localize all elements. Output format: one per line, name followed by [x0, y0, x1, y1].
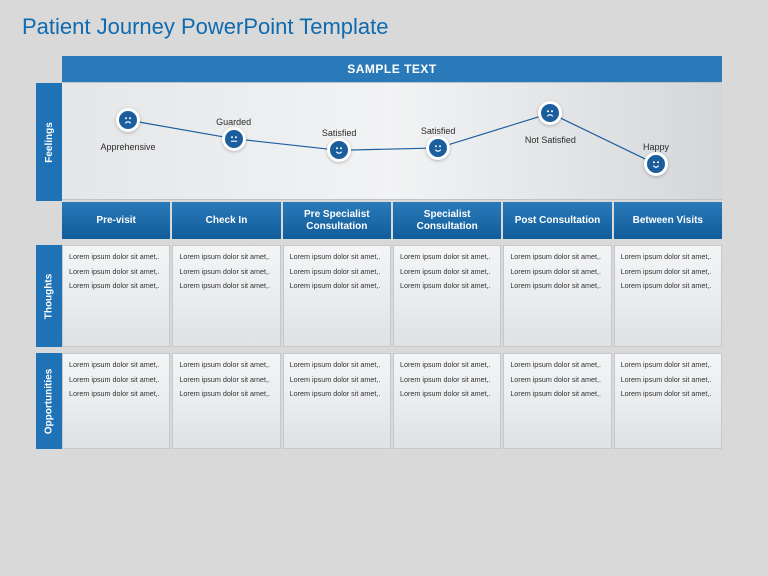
- cell-line: Lorem ipsum dolor sit amet,.: [510, 281, 604, 291]
- stage-header: Post Consultation: [503, 202, 611, 239]
- cell-line: Lorem ipsum dolor sit amet,.: [179, 267, 273, 277]
- content-cell: Lorem ipsum dolor sit amet,. Lorem ipsum …: [614, 245, 722, 347]
- feelings-node: [222, 127, 246, 151]
- cell-line: Lorem ipsum dolor sit amet,.: [290, 267, 384, 277]
- thoughts-cells: Lorem ipsum dolor sit amet,. Lorem ipsum …: [62, 245, 722, 347]
- cell-line: Lorem ipsum dolor sit amet,.: [510, 375, 604, 385]
- cell-line: Lorem ipsum dolor sit amet,.: [510, 267, 604, 277]
- cell-line: Lorem ipsum dolor sit amet,.: [510, 389, 604, 399]
- side-tab-opportunities: Opportunities: [36, 353, 62, 449]
- opportunities-block: Opportunities Lorem ipsum dolor sit amet…: [62, 353, 722, 449]
- cell-line: Lorem ipsum dolor sit amet,.: [621, 267, 715, 277]
- cell-line: Lorem ipsum dolor sit amet,.: [400, 267, 494, 277]
- content-cell: Lorem ipsum dolor sit amet,. Lorem ipsum …: [503, 353, 611, 449]
- content-cell: Lorem ipsum dolor sit amet,. Lorem ipsum …: [283, 245, 391, 347]
- content-cell: Lorem ipsum dolor sit amet,. Lorem ipsum …: [172, 245, 280, 347]
- cell-line: Lorem ipsum dolor sit amet,.: [621, 360, 715, 370]
- feelings-label: Apprehensive: [100, 142, 155, 152]
- cell-line: Lorem ipsum dolor sit amet,.: [510, 360, 604, 370]
- content-cell: Lorem ipsum dolor sit amet,. Lorem ipsum …: [62, 245, 170, 347]
- stage-header: Pre Specialist Consultation: [283, 202, 391, 239]
- cell-line: Lorem ipsum dolor sit amet,.: [179, 252, 273, 262]
- cell-line: Lorem ipsum dolor sit amet,.: [400, 281, 494, 291]
- cell-line: Lorem ipsum dolor sit amet,.: [510, 252, 604, 262]
- cell-line: Lorem ipsum dolor sit amet,.: [69, 281, 163, 291]
- cell-line: Lorem ipsum dolor sit amet,.: [621, 281, 715, 291]
- feelings-label: Satisfied: [322, 128, 357, 138]
- opportunities-cells: Lorem ipsum dolor sit amet,. Lorem ipsum …: [62, 353, 722, 449]
- feelings-label: Happy: [643, 142, 669, 152]
- feelings-node: [538, 101, 562, 125]
- cell-line: Lorem ipsum dolor sit amet,.: [69, 360, 163, 370]
- cell-line: Lorem ipsum dolor sit amet,.: [621, 252, 715, 262]
- side-tab-feelings: Feelings: [36, 83, 62, 201]
- stage-headers: Pre-visitCheck InPre Specialist Consulta…: [62, 202, 722, 239]
- stage-header: Check In: [172, 202, 280, 239]
- cell-line: Lorem ipsum dolor sit amet,.: [69, 252, 163, 262]
- content-cell: Lorem ipsum dolor sit amet,. Lorem ipsum …: [393, 245, 501, 347]
- cell-line: Lorem ipsum dolor sit amet,.: [69, 375, 163, 385]
- stage-header: Specialist Consultation: [393, 202, 501, 239]
- cell-line: Lorem ipsum dolor sit amet,.: [179, 389, 273, 399]
- cell-line: Lorem ipsum dolor sit amet,.: [179, 375, 273, 385]
- cell-line: Lorem ipsum dolor sit amet,.: [400, 360, 494, 370]
- cell-line: Lorem ipsum dolor sit amet,.: [621, 389, 715, 399]
- content-cell: Lorem ipsum dolor sit amet,. Lorem ipsum …: [172, 353, 280, 449]
- cell-line: Lorem ipsum dolor sit amet,.: [179, 281, 273, 291]
- stage-header: Pre-visit: [62, 202, 170, 239]
- feelings-node: [116, 108, 140, 132]
- feelings-node: [644, 152, 668, 176]
- content-cell: Lorem ipsum dolor sit amet,. Lorem ipsum …: [393, 353, 501, 449]
- content-cell: Lorem ipsum dolor sit amet,. Lorem ipsum …: [614, 353, 722, 449]
- feelings-label: Guarded: [216, 117, 251, 127]
- cell-line: Lorem ipsum dolor sit amet,.: [400, 375, 494, 385]
- feelings-line-chart: [62, 83, 722, 199]
- cell-line: Lorem ipsum dolor sit amet,.: [69, 389, 163, 399]
- cell-line: Lorem ipsum dolor sit amet,.: [400, 389, 494, 399]
- cell-line: Lorem ipsum dolor sit amet,.: [621, 375, 715, 385]
- banner: SAMPLE TEXT: [62, 56, 722, 82]
- journey-frame: SAMPLE TEXT Feelings ApprehensiveGuarded…: [62, 56, 722, 449]
- side-tab-thoughts: Thoughts: [36, 245, 62, 347]
- feelings-row: Feelings ApprehensiveGuardedSatisfiedSat…: [62, 82, 722, 200]
- cell-line: Lorem ipsum dolor sit amet,.: [290, 252, 384, 262]
- content-cell: Lorem ipsum dolor sit amet,. Lorem ipsum …: [62, 353, 170, 449]
- side-tab-thoughts-label: Thoughts: [44, 273, 55, 319]
- side-tab-opportunities-label: Opportunities: [44, 368, 55, 434]
- cell-line: Lorem ipsum dolor sit amet,.: [69, 267, 163, 277]
- page-title: Patient Journey PowerPoint Template: [0, 0, 768, 48]
- feelings-node: [327, 138, 351, 162]
- cell-line: Lorem ipsum dolor sit amet,.: [290, 389, 384, 399]
- side-tab-feelings-label: Feelings: [44, 122, 55, 163]
- feelings-node: [426, 136, 450, 160]
- content-cell: Lorem ipsum dolor sit amet,. Lorem ipsum …: [503, 245, 611, 347]
- stage-header: Between Visits: [614, 202, 722, 239]
- cell-line: Lorem ipsum dolor sit amet,.: [290, 281, 384, 291]
- feelings-label: Not Satisfied: [525, 135, 576, 145]
- cell-line: Lorem ipsum dolor sit amet,.: [290, 375, 384, 385]
- feelings-label: Satisfied: [421, 126, 456, 136]
- cell-line: Lorem ipsum dolor sit amet,.: [290, 360, 384, 370]
- content-cell: Lorem ipsum dolor sit amet,. Lorem ipsum …: [283, 353, 391, 449]
- cell-line: Lorem ipsum dolor sit amet,.: [400, 252, 494, 262]
- cell-line: Lorem ipsum dolor sit amet,.: [179, 360, 273, 370]
- thoughts-block: Thoughts Lorem ipsum dolor sit amet,.Lor…: [62, 245, 722, 347]
